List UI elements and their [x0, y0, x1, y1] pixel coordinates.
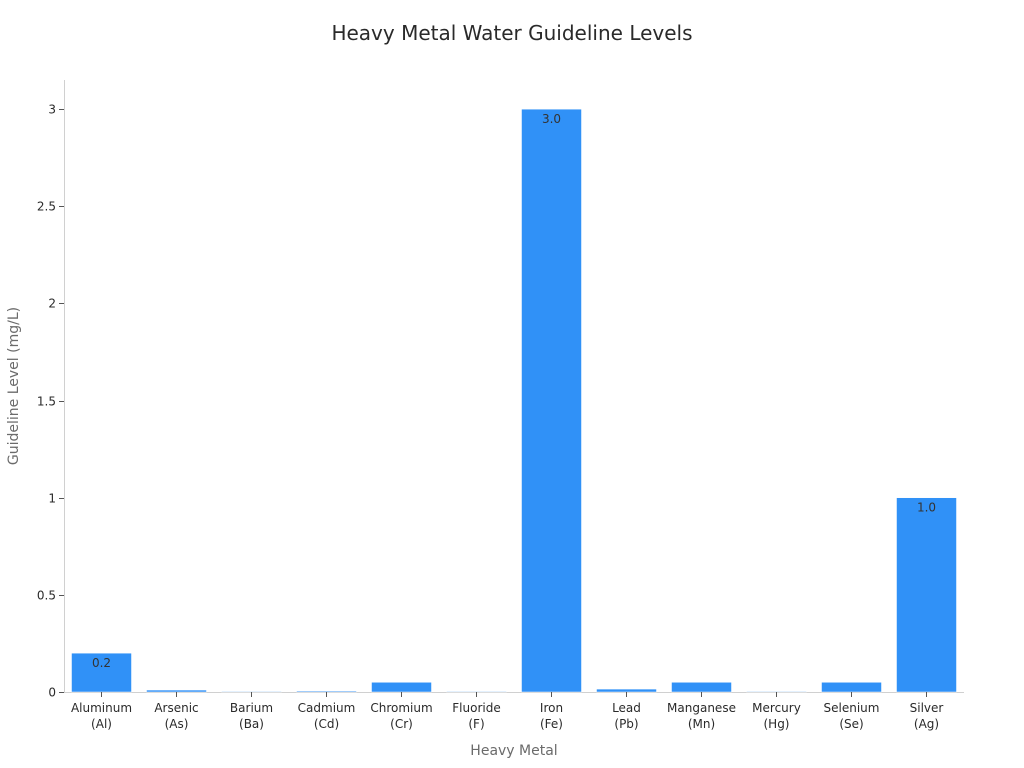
bar [446, 691, 507, 693]
bar [371, 682, 432, 693]
y-axis-ticks: 0 0.5 1 1.5 2 2.5 3 [37, 103, 64, 700]
chart-title: Heavy Metal Water Guideline Levels [331, 21, 692, 45]
x-tick-label: Iron (Fe) [540, 701, 563, 731]
x-tick-label: Silver (Ag) [910, 701, 944, 731]
bar [221, 691, 282, 693]
y-tick-label: 2.5 [37, 200, 56, 214]
x-tick-label: Barium (Ba) [230, 701, 273, 731]
bars-group: 0.2 3.0 1.0 [71, 108, 957, 693]
y-tick-label: 0.5 [37, 589, 56, 603]
y-tick-label: 0 [48, 686, 56, 700]
x-axis-labels: Aluminum (Al) Arsenic (As) Barium (Ba) Cadmium… [71, 692, 943, 731]
bar [521, 108, 582, 693]
bar [671, 682, 732, 693]
x-axis-title: Heavy Metal [470, 743, 557, 759]
bar [596, 688, 657, 693]
y-tick-label: 1.5 [37, 395, 56, 409]
x-tick-label: Mercury (Hg) [752, 701, 801, 731]
bar [296, 690, 357, 693]
x-tick-label: Manganese (Mn) [667, 701, 736, 731]
x-tick-label: Aluminum (Al) [71, 701, 132, 731]
bar-data-label: 0.2 [92, 656, 111, 670]
y-tick-label: 2 [48, 297, 56, 311]
bar-data-label: 1.0 [917, 501, 936, 515]
x-tick-label: Cadmium (Cd) [298, 701, 356, 731]
bar [146, 689, 207, 693]
bar [746, 691, 807, 693]
x-tick-label: Selenium (Se) [824, 701, 880, 731]
x-tick-label: Arsenic (As) [154, 701, 198, 731]
x-tick-label: Chromium (Cr) [370, 701, 432, 731]
y-tick-label: 3 [48, 103, 56, 117]
x-tick-label: Fluoride (F) [452, 701, 500, 731]
bar [896, 497, 957, 693]
bar [71, 652, 132, 693]
y-tick-label: 1 [48, 492, 56, 506]
bar [821, 682, 882, 693]
x-tick-label: Lead (Pb) [612, 701, 641, 731]
bar-data-label: 3.0 [542, 112, 561, 126]
y-axis-title: Guideline Level (mg/L) [6, 307, 22, 465]
